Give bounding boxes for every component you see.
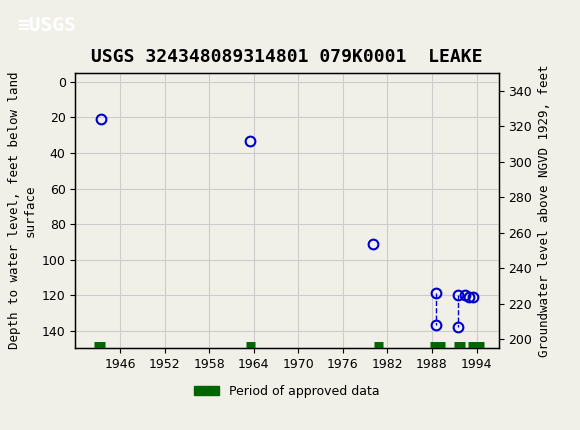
Title: USGS 324348089314801 079K0001  LEAKE: USGS 324348089314801 079K0001 LEAKE [92, 48, 483, 66]
Legend: Period of approved data: Period of approved data [189, 380, 385, 402]
Y-axis label: Groundwater level above NGVD 1929, feet: Groundwater level above NGVD 1929, feet [538, 64, 551, 357]
Text: ≡USGS: ≡USGS [17, 16, 76, 35]
Y-axis label: Depth to water level, feet below land
surface: Depth to water level, feet below land su… [8, 72, 36, 350]
